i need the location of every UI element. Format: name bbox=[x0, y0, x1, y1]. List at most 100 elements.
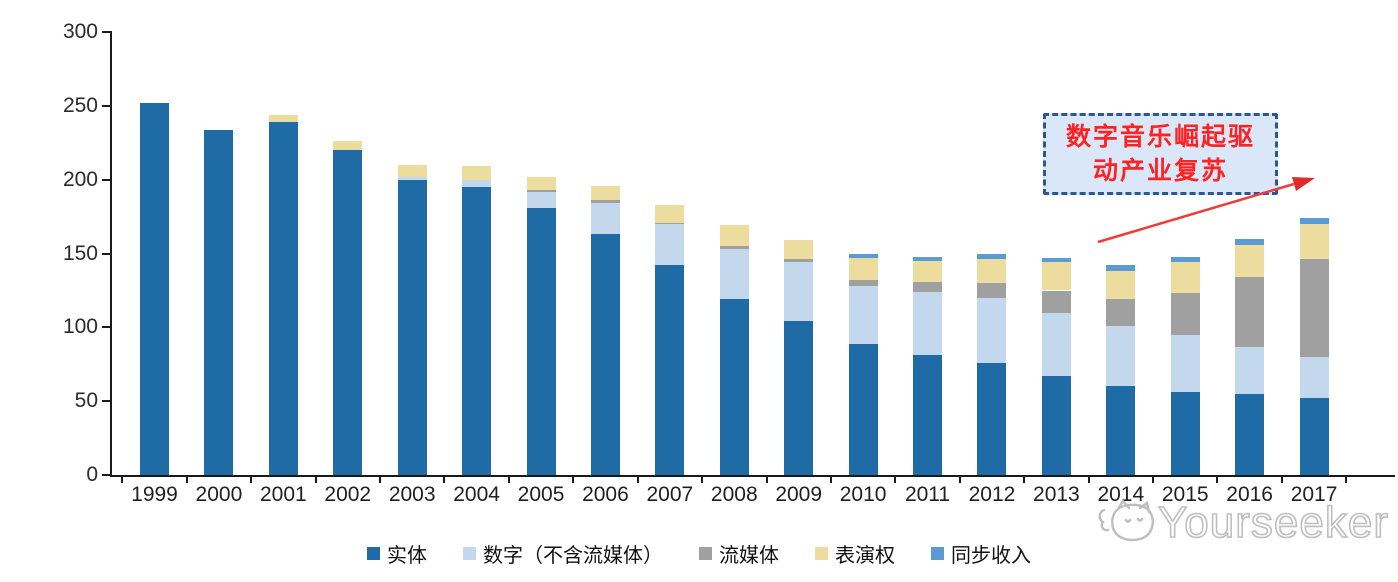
annotation-text-line-2: 动产业复苏 bbox=[1092, 157, 1228, 185]
x-axis-tick-label: 2014 bbox=[1097, 483, 1145, 506]
x-axis bbox=[110, 475, 1395, 477]
x-axis-tick-label: 2010 bbox=[839, 483, 887, 506]
x-axis-tick bbox=[443, 477, 446, 483]
bar-segment-2006 bbox=[590, 185, 620, 201]
legend: 实体 数字（不含流媒体） 流媒体 表演权 同步收入 bbox=[0, 539, 1398, 568]
y-axis-tick-label: 100 bbox=[62, 315, 98, 339]
bar-segment-2004 bbox=[462, 166, 492, 180]
y-axis bbox=[110, 31, 112, 477]
bar-segment-2017 bbox=[1299, 224, 1329, 260]
y-axis-tick bbox=[102, 104, 110, 107]
y-axis-tick-label: 150 bbox=[62, 241, 98, 265]
bar-segment-2014 bbox=[1106, 299, 1136, 326]
bar-segment-2013 bbox=[1041, 376, 1071, 475]
bar-segment-2009 bbox=[784, 321, 814, 475]
legend-label: 流媒体 bbox=[719, 545, 779, 567]
bar-segment-2004 bbox=[462, 187, 492, 475]
bar-segment-2007 bbox=[655, 265, 685, 475]
bar-segment-2005 bbox=[526, 207, 556, 475]
bar-segment-2013 bbox=[1041, 262, 1071, 291]
x-axis-tick bbox=[636, 477, 639, 483]
bar-segment-2007 bbox=[655, 224, 685, 266]
x-axis-tick-label: 2017 bbox=[1290, 483, 1338, 506]
cat-face-icon bbox=[1098, 498, 1154, 542]
x-axis-tick bbox=[185, 477, 188, 483]
bar-segment-2008 bbox=[719, 299, 749, 475]
y-axis-tick-label: 200 bbox=[62, 167, 98, 191]
y-axis-tick bbox=[102, 178, 110, 181]
x-axis-tick-label: 2016 bbox=[1226, 483, 1273, 506]
bar-segment-2002 bbox=[333, 150, 363, 475]
bar-segment-2011 bbox=[913, 256, 943, 261]
bar-segment-2009 bbox=[784, 240, 814, 260]
legend-item: 表演权 bbox=[815, 539, 895, 568]
bar-segment-2013 bbox=[1041, 258, 1071, 263]
bar-segment-2016 bbox=[1235, 238, 1265, 245]
x-axis-tick-label: 2009 bbox=[775, 483, 823, 506]
bar-segment-2014 bbox=[1106, 265, 1136, 272]
bar-segment-2005 bbox=[526, 191, 556, 208]
bar-segment-2012 bbox=[977, 297, 1007, 363]
bar-segment-2011 bbox=[913, 355, 943, 475]
x-axis-tick bbox=[379, 477, 381, 483]
x-axis-tick-label: 2000 bbox=[195, 483, 243, 506]
bar-segment-1999 bbox=[140, 102, 169, 475]
bar-segment-2010 bbox=[848, 286, 878, 344]
bar-segment-2010 bbox=[848, 253, 878, 258]
x-axis-tick bbox=[250, 477, 253, 483]
legend-label: 同步收入 bbox=[951, 545, 1031, 567]
bar-segment-2012 bbox=[977, 259, 1007, 283]
y-axis-tick bbox=[102, 252, 110, 255]
bar-segment-2013 bbox=[1041, 312, 1071, 377]
x-axis-tick bbox=[314, 477, 317, 483]
x-axis-tick bbox=[1087, 477, 1090, 483]
bar-segment-2005 bbox=[526, 190, 556, 192]
bar-segment-2015 bbox=[1170, 392, 1200, 475]
bar-segment-2009 bbox=[784, 259, 814, 263]
x-axis-tick-label: 2005 bbox=[517, 483, 565, 506]
legend-label: 数字（不含流媒体） bbox=[483, 545, 663, 567]
legend-swatch-icon bbox=[699, 547, 712, 560]
bar-segment-2008 bbox=[719, 246, 749, 250]
x-axis-tick bbox=[1280, 477, 1283, 483]
bar-segment-2011 bbox=[913, 281, 943, 292]
bar-segment-2011 bbox=[913, 291, 943, 356]
x-axis-tick bbox=[1152, 477, 1154, 483]
x-axis-tick bbox=[1345, 477, 1348, 483]
x-axis-tick-label: 2001 bbox=[259, 483, 307, 506]
y-axis-tick-label: 250 bbox=[62, 93, 98, 117]
bar-segment-2016 bbox=[1235, 346, 1265, 394]
x-axis-tick-label: 1999 bbox=[131, 483, 178, 506]
bar-segment-2001 bbox=[268, 122, 298, 475]
bar-segment-2009 bbox=[784, 262, 814, 322]
plot-area: 1999 2000 2001 2002 2003 2004 2005 2006 2007 2008… bbox=[112, 32, 1394, 506]
bar-segment-2010 bbox=[848, 343, 878, 475]
annotation-text-line-1: 数字音乐崛起驱 bbox=[1065, 123, 1255, 151]
x-axis-tick bbox=[894, 477, 897, 483]
x-axis-tick-label: 2008 bbox=[710, 483, 758, 506]
legend-label: 实体 bbox=[387, 545, 427, 567]
x-axis-tick bbox=[765, 477, 768, 483]
bar-segment-2007 bbox=[655, 204, 685, 223]
x-axis-tick bbox=[829, 477, 832, 483]
x-axis-tick bbox=[121, 477, 124, 483]
legend-swatch-icon bbox=[931, 547, 944, 560]
legend-item: 实体 bbox=[367, 539, 427, 568]
legend-swatch-icon bbox=[463, 547, 476, 560]
bar-segment-2007 bbox=[655, 222, 685, 224]
watermark: Yourseeker bbox=[1096, 496, 1389, 550]
watermark-text: Yourseeker bbox=[1157, 497, 1389, 548]
bar-segment-2000 bbox=[204, 129, 234, 475]
bar-segment-2013 bbox=[1041, 290, 1071, 313]
bar-segment-2003 bbox=[397, 164, 427, 177]
bar-segment-2012 bbox=[977, 253, 1007, 260]
y-axis-tick bbox=[102, 400, 110, 403]
legend-label: 表演权 bbox=[835, 545, 895, 567]
bar-segment-2014 bbox=[1106, 386, 1136, 475]
y-axis-tick bbox=[102, 326, 110, 329]
x-axis-tick bbox=[572, 477, 575, 483]
bar-segment-2005 bbox=[526, 176, 556, 190]
bar-segment-2015 bbox=[1170, 256, 1200, 263]
bar-segment-2004 bbox=[462, 179, 492, 188]
